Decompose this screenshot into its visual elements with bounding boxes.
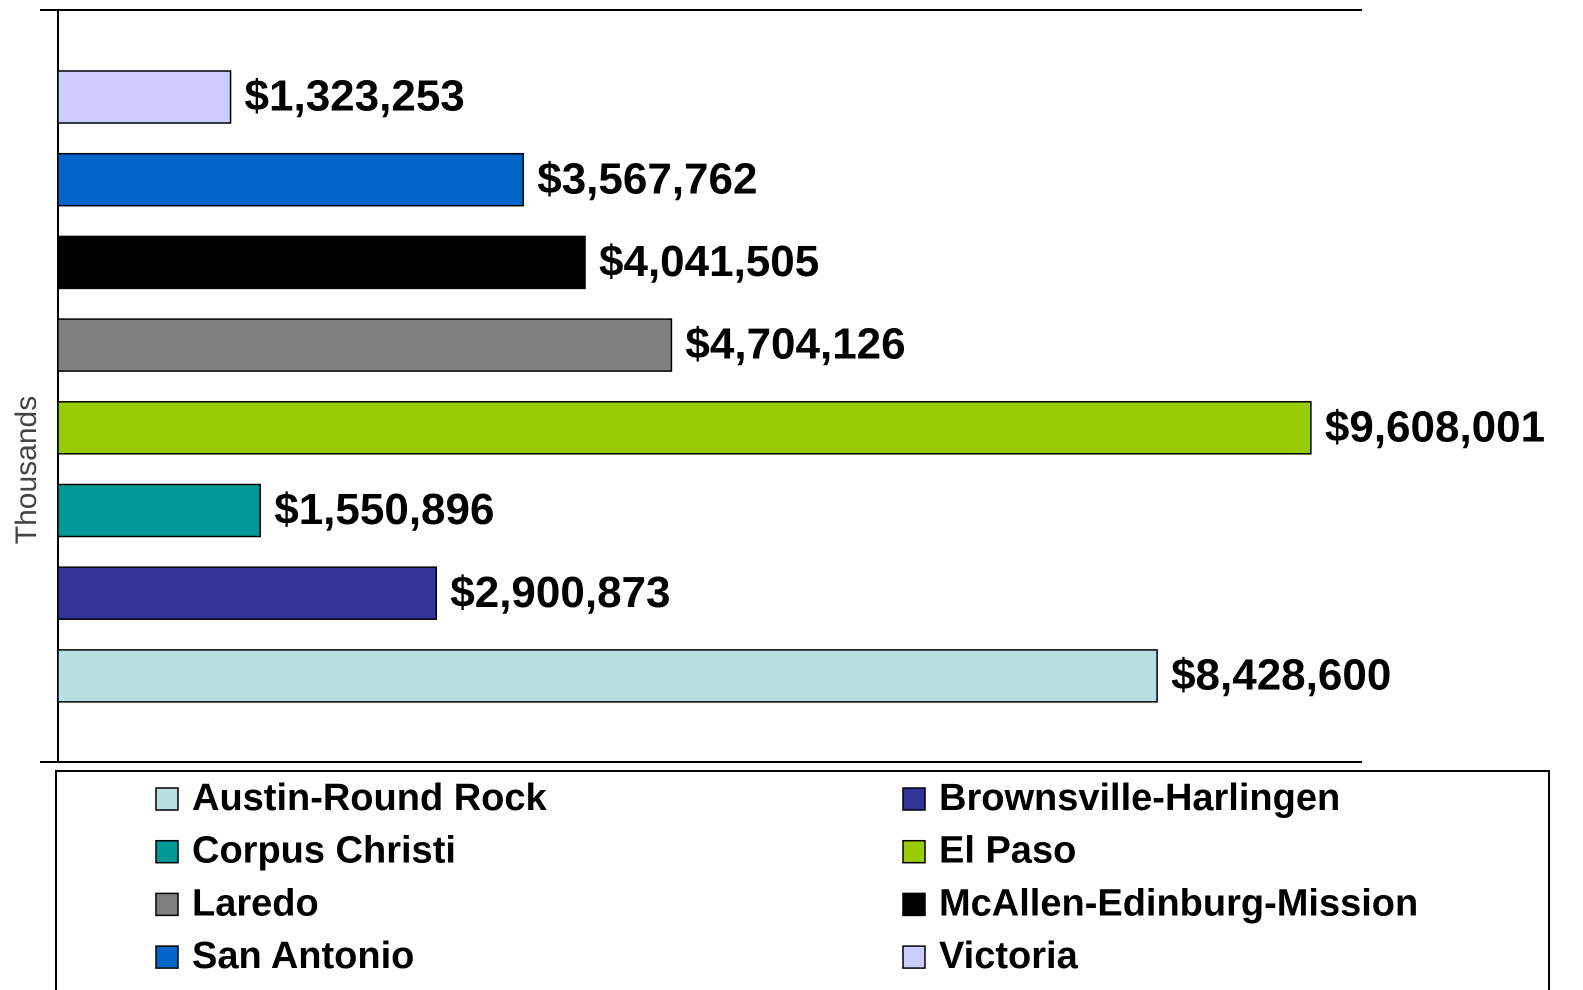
legend-label: Brownsville-Harlingen	[939, 777, 1340, 819]
bar	[57, 70, 232, 124]
legend-swatch	[155, 787, 179, 811]
legend-swatch	[902, 839, 926, 864]
legend-label: Austin-Round Rock	[192, 777, 548, 819]
legend-swatch	[155, 839, 179, 864]
value-label: $1,550,896	[274, 485, 494, 534]
legend-label: El Paso	[939, 830, 1076, 872]
bar	[57, 566, 438, 620]
value-label: $8,428,600	[1171, 651, 1391, 700]
legend-label: Laredo	[192, 882, 319, 924]
bar	[57, 318, 673, 372]
legend-label: Victoria	[939, 935, 1079, 977]
value-label: $4,704,126	[685, 320, 905, 369]
value-label: $3,567,762	[537, 154, 757, 203]
legend-swatch	[155, 892, 179, 917]
value-label: $2,900,873	[450, 568, 670, 617]
bar	[57, 649, 1158, 703]
legend-label: San Antonio	[192, 935, 414, 977]
legend-swatch	[902, 892, 926, 917]
legend-label: Corpus Christi	[192, 830, 456, 872]
legend-swatch	[902, 787, 926, 811]
value-label: $9,608,001	[1325, 402, 1545, 451]
axis-label: Thousands	[10, 396, 43, 544]
bar	[57, 235, 586, 290]
value-label: $4,041,505	[599, 237, 819, 286]
bar	[57, 483, 261, 538]
legend-swatch	[155, 945, 179, 969]
legend-swatch	[902, 945, 926, 969]
legend-label: McAllen-Edinburg-Mission	[939, 882, 1418, 924]
bar	[57, 152, 524, 207]
bar	[57, 401, 1312, 455]
value-label: $1,323,253	[245, 72, 465, 121]
legend	[55, 770, 1550, 990]
